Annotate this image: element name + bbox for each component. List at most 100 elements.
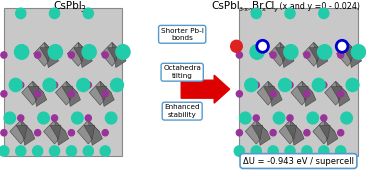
Circle shape: [18, 49, 24, 55]
Circle shape: [346, 78, 359, 92]
Text: 3: 3: [81, 5, 85, 14]
Circle shape: [287, 148, 293, 154]
Circle shape: [102, 52, 108, 58]
Circle shape: [287, 115, 293, 121]
Circle shape: [236, 52, 242, 58]
Circle shape: [16, 8, 26, 19]
Text: Br: Br: [252, 1, 263, 11]
Polygon shape: [279, 120, 301, 144]
Polygon shape: [96, 87, 107, 100]
Circle shape: [250, 45, 264, 59]
Circle shape: [336, 146, 346, 156]
Circle shape: [102, 91, 108, 97]
Circle shape: [33, 146, 43, 156]
Text: Octahedra
tilting: Octahedra tilting: [163, 66, 201, 79]
Circle shape: [4, 112, 15, 124]
FancyArrow shape: [181, 75, 230, 103]
Circle shape: [253, 115, 259, 121]
Circle shape: [285, 8, 295, 19]
Polygon shape: [84, 125, 95, 139]
Circle shape: [321, 82, 327, 88]
Polygon shape: [324, 120, 338, 145]
Circle shape: [116, 45, 130, 59]
Polygon shape: [331, 87, 342, 100]
Polygon shape: [245, 120, 267, 144]
Circle shape: [50, 146, 60, 156]
Circle shape: [279, 78, 291, 92]
Circle shape: [253, 82, 259, 88]
Polygon shape: [291, 81, 313, 105]
Circle shape: [336, 40, 348, 52]
Polygon shape: [21, 120, 35, 145]
Circle shape: [312, 78, 325, 92]
Polygon shape: [325, 81, 347, 105]
Polygon shape: [100, 81, 114, 107]
Circle shape: [319, 8, 329, 19]
Polygon shape: [67, 42, 89, 66]
Circle shape: [236, 91, 242, 97]
Circle shape: [14, 45, 29, 59]
Circle shape: [319, 146, 329, 156]
Circle shape: [68, 130, 74, 136]
Circle shape: [1, 91, 7, 97]
Circle shape: [18, 115, 24, 121]
Circle shape: [270, 130, 276, 136]
Polygon shape: [302, 81, 316, 107]
Circle shape: [68, 52, 74, 58]
Circle shape: [257, 40, 268, 52]
Circle shape: [341, 112, 352, 124]
Text: y: y: [274, 7, 278, 12]
Polygon shape: [77, 120, 99, 144]
Polygon shape: [297, 87, 308, 100]
Circle shape: [50, 8, 60, 19]
Circle shape: [302, 146, 312, 156]
Circle shape: [351, 45, 366, 59]
Polygon shape: [88, 120, 102, 145]
Text: Enhanced
stability: Enhanced stability: [164, 104, 200, 118]
Circle shape: [85, 49, 91, 55]
Polygon shape: [56, 81, 77, 105]
Circle shape: [77, 78, 90, 92]
Polygon shape: [28, 87, 39, 100]
Circle shape: [268, 146, 278, 156]
Polygon shape: [343, 48, 354, 62]
Text: CsPbI: CsPbI: [53, 1, 82, 11]
Text: (x and y =0 - 0.024): (x and y =0 - 0.024): [277, 2, 360, 11]
Polygon shape: [34, 42, 55, 66]
Circle shape: [85, 148, 91, 154]
Polygon shape: [101, 42, 123, 66]
Circle shape: [83, 146, 93, 156]
Circle shape: [231, 40, 242, 52]
Circle shape: [100, 146, 110, 156]
Polygon shape: [44, 42, 59, 67]
Circle shape: [321, 115, 327, 121]
Circle shape: [85, 82, 91, 88]
Circle shape: [38, 112, 49, 124]
Circle shape: [0, 146, 9, 156]
Text: x: x: [262, 7, 265, 12]
Circle shape: [18, 148, 24, 154]
Text: Shorter Pb-I
bonds: Shorter Pb-I bonds: [161, 28, 204, 41]
Polygon shape: [50, 125, 61, 139]
Polygon shape: [319, 125, 330, 139]
Circle shape: [35, 130, 41, 136]
Polygon shape: [62, 87, 73, 100]
Polygon shape: [347, 42, 362, 67]
Circle shape: [82, 45, 96, 59]
Text: 3-x-y: 3-x-y: [239, 7, 254, 12]
Circle shape: [338, 52, 344, 58]
Circle shape: [51, 115, 57, 121]
Polygon shape: [314, 42, 328, 67]
Circle shape: [35, 91, 41, 97]
Polygon shape: [280, 42, 294, 67]
Circle shape: [285, 146, 295, 156]
Polygon shape: [10, 120, 32, 144]
Circle shape: [273, 112, 285, 124]
Circle shape: [287, 82, 293, 88]
Polygon shape: [40, 48, 51, 62]
Circle shape: [304, 91, 310, 97]
Circle shape: [1, 130, 7, 136]
Circle shape: [111, 78, 124, 92]
Circle shape: [251, 146, 261, 156]
Circle shape: [16, 146, 26, 156]
